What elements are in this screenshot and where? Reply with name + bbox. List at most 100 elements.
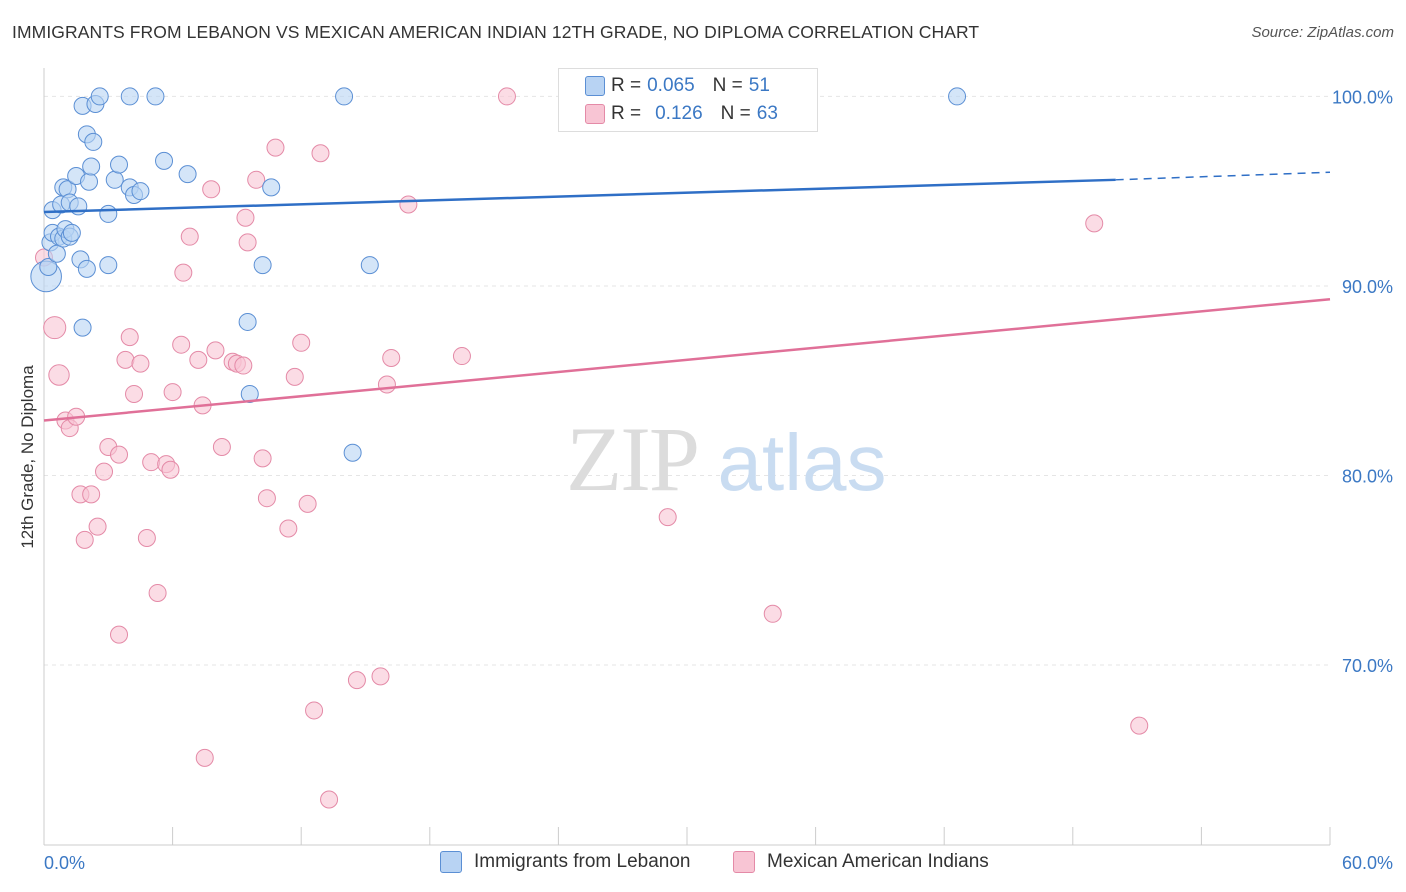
data-point bbox=[238, 233, 257, 252]
data-point bbox=[238, 312, 257, 331]
data-point bbox=[105, 170, 124, 189]
data-point bbox=[148, 583, 167, 602]
trend-line-extrapolated bbox=[1115, 171, 1331, 181]
data-point bbox=[95, 462, 114, 481]
legend-label-mexican-american-indians: Mexican American Indians bbox=[767, 851, 989, 872]
data-point bbox=[247, 170, 266, 189]
data-point bbox=[320, 790, 339, 809]
data-point bbox=[99, 204, 118, 223]
data-point bbox=[253, 449, 272, 468]
legend-r-label: R = bbox=[611, 103, 642, 124]
data-point bbox=[382, 348, 401, 367]
legend-n-value: 51 bbox=[748, 75, 770, 96]
data-point bbox=[1085, 214, 1104, 233]
data-point bbox=[658, 508, 677, 527]
data-point bbox=[335, 87, 354, 106]
data-point bbox=[82, 485, 101, 504]
data-point bbox=[202, 180, 221, 199]
legend-n-label: N = bbox=[712, 75, 743, 96]
data-point bbox=[360, 256, 379, 275]
data-point bbox=[298, 494, 317, 513]
data-point bbox=[206, 341, 225, 360]
legend-row-mexican-american-indians: R = 0.126 N = 63 bbox=[585, 102, 778, 126]
data-point bbox=[266, 138, 285, 157]
data-point bbox=[125, 384, 144, 403]
chart-title: IMMIGRANTS FROM LEBANON VS MEXICAN AMERI… bbox=[12, 22, 980, 42]
data-point bbox=[131, 354, 150, 373]
legend-swatch-blue bbox=[585, 76, 605, 96]
series-legend: Immigrants from Lebanon Mexican American… bbox=[0, 851, 1406, 877]
y-axis-title: 12th Grade, No Diploma bbox=[18, 365, 37, 549]
data-point bbox=[1130, 716, 1149, 735]
y-tick-label: 70.0% bbox=[1342, 656, 1393, 676]
series-immigrants-from-lebanon bbox=[30, 87, 967, 462]
data-point bbox=[146, 87, 165, 106]
axes bbox=[43, 68, 1331, 846]
data-point bbox=[180, 227, 199, 246]
data-point bbox=[452, 347, 471, 366]
legend-item-lebanon[interactable]: Immigrants from Lebanon bbox=[440, 851, 691, 873]
data-point bbox=[120, 328, 139, 347]
data-point bbox=[163, 383, 182, 402]
legend-r-value: 0.126 bbox=[655, 103, 703, 124]
data-point bbox=[73, 318, 92, 337]
data-point bbox=[347, 671, 366, 690]
grid-lines bbox=[44, 95, 1330, 666]
correlation-legend: R = 0.065 N = 51 R = 0.126 N = 63 bbox=[558, 68, 818, 132]
legend-n-label: N = bbox=[720, 103, 751, 124]
data-point bbox=[161, 460, 180, 479]
trend-lines bbox=[43, 171, 1331, 422]
data-point bbox=[234, 356, 253, 375]
data-point bbox=[189, 350, 208, 369]
trend-line bbox=[43, 297, 1331, 422]
data-point bbox=[120, 87, 139, 106]
watermark-atlas: atlas bbox=[718, 418, 887, 507]
data-point bbox=[285, 367, 304, 386]
data-point bbox=[262, 178, 281, 197]
y-tick-label: 100.0% bbox=[1332, 87, 1393, 107]
data-point bbox=[110, 155, 129, 174]
data-point bbox=[305, 701, 324, 720]
data-point bbox=[279, 519, 298, 538]
data-point bbox=[292, 333, 311, 352]
legend-swatch-pink bbox=[585, 104, 605, 124]
data-point bbox=[77, 259, 96, 278]
legend-swatch-pink bbox=[733, 851, 755, 873]
data-point bbox=[174, 263, 193, 282]
legend-label-lebanon: Immigrants from Lebanon bbox=[474, 851, 691, 872]
trend-line-solid bbox=[43, 178, 1116, 214]
data-point bbox=[371, 667, 390, 686]
data-point bbox=[253, 256, 272, 275]
legend-r-label: R = bbox=[611, 75, 642, 96]
data-point bbox=[82, 157, 101, 176]
series-mexican-american-indians bbox=[35, 87, 1149, 809]
data-point bbox=[178, 165, 197, 184]
data-point bbox=[131, 182, 150, 201]
data-point bbox=[142, 453, 161, 472]
data-point bbox=[763, 604, 782, 623]
data-point bbox=[257, 489, 276, 508]
data-point bbox=[99, 256, 118, 275]
data-point bbox=[399, 195, 418, 214]
data-point bbox=[88, 517, 107, 536]
legend-item-mexican-american-indians[interactable]: Mexican American Indians bbox=[733, 851, 989, 873]
data-point bbox=[948, 87, 967, 106]
data-point bbox=[497, 87, 516, 106]
legend-swatch-blue bbox=[440, 851, 462, 873]
data-point bbox=[48, 364, 70, 386]
data-point bbox=[84, 132, 103, 151]
data-point bbox=[110, 445, 129, 464]
x-tick-label: 60.0% bbox=[1342, 853, 1393, 873]
data-point bbox=[75, 530, 94, 549]
data-point bbox=[62, 223, 81, 242]
x-tick-label: 0.0% bbox=[44, 853, 85, 873]
y-tick-label: 90.0% bbox=[1342, 277, 1393, 297]
data-point bbox=[43, 316, 67, 340]
data-point bbox=[195, 748, 214, 767]
data-point bbox=[47, 244, 66, 263]
data-point bbox=[311, 144, 330, 163]
legend-row-lebanon: R = 0.065 N = 51 bbox=[585, 74, 770, 98]
data-point bbox=[236, 208, 255, 227]
legend-n-value: 63 bbox=[756, 103, 778, 124]
y-tick-label: 80.0% bbox=[1342, 466, 1393, 486]
